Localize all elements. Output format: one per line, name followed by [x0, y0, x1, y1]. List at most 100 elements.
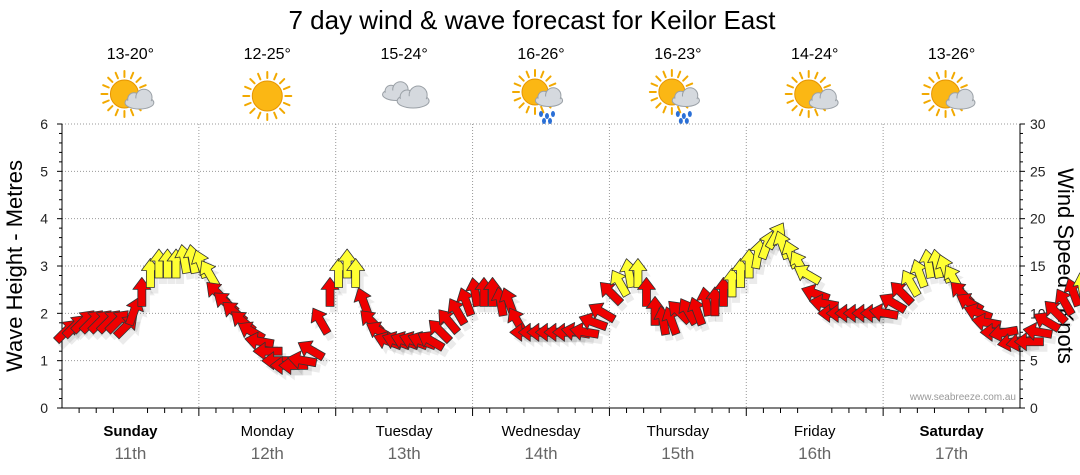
wind-arrow	[637, 276, 656, 307]
rain-drop	[545, 113, 549, 119]
sun-ray	[951, 71, 956, 80]
sun-ray	[282, 101, 291, 107]
date-label-monday: 12th	[251, 444, 284, 463]
cloud-part	[537, 96, 561, 105]
sun-ray	[129, 71, 135, 80]
sun-ray	[107, 105, 114, 112]
date-label-friday: 16th	[798, 444, 831, 463]
wind-arrow	[1022, 322, 1053, 341]
sun-ray	[139, 84, 147, 89]
wind-arrow	[793, 264, 822, 286]
wind-arrow	[1044, 300, 1069, 326]
sun-ray	[791, 76, 798, 83]
y-left-tick-label: 5	[40, 163, 48, 179]
sun-ray	[545, 75, 552, 82]
temperature-tuesday: 15-24°	[380, 46, 427, 63]
sun-ray	[518, 102, 525, 109]
sun-ray	[786, 99, 795, 104]
sun-ray	[814, 108, 819, 117]
cloud-part	[947, 98, 974, 108]
sun-ray	[244, 101, 252, 107]
y-left-tick-label: 6	[40, 116, 48, 132]
sun-ray	[650, 97, 659, 102]
weather-icon-cloudy	[382, 81, 430, 109]
wind-arrow	[438, 309, 461, 335]
temperature-sunday: 13-20°	[107, 46, 154, 63]
weather-icon-showers	[512, 69, 564, 124]
temperature-friday: 14-24°	[791, 46, 838, 63]
day-label-thursday: Thursday	[647, 423, 710, 440]
rain-drop	[539, 111, 543, 117]
weather-icon-showers	[648, 69, 700, 124]
rain-drop	[548, 118, 552, 124]
sun-disc	[251, 80, 283, 112]
sun-ray	[279, 78, 286, 85]
wind-arrow	[287, 350, 318, 370]
wind-arrow	[588, 302, 617, 324]
y-right-tick-label: 15	[1030, 258, 1046, 274]
sun-ray	[685, 82, 694, 87]
temperature-thursday: 16-23°	[654, 46, 701, 63]
sun-ray	[650, 82, 659, 87]
wind-arrow	[599, 281, 624, 307]
cloud-part	[126, 98, 153, 108]
temperature-saturday: 13-26°	[928, 46, 975, 63]
sun-ray	[923, 84, 931, 89]
cloud-part	[673, 96, 698, 105]
y-axis-left-title: Wave Height - Metres	[2, 160, 27, 372]
sun-ray	[823, 84, 831, 89]
sun-ray	[676, 105, 682, 114]
sun-ray	[682, 75, 689, 82]
date-label-saturday: 17th	[935, 444, 968, 463]
sun-ray	[935, 108, 941, 117]
rain-drop	[687, 111, 692, 117]
day-label-wednesday: Wednesday	[502, 423, 581, 440]
day-label-saturday: Saturday	[919, 423, 984, 440]
wind-arrow	[971, 312, 1002, 332]
chart-title: 7 day wind & wave forecast for Keilor Ea…	[288, 5, 776, 35]
weather-icon-partly-cloudy	[784, 70, 839, 118]
sun-ray	[540, 105, 545, 114]
weather-icon-sunny	[242, 71, 293, 121]
cloud-part	[399, 96, 428, 106]
rain-drop	[681, 113, 686, 119]
sun-ray	[257, 72, 262, 81]
day-label-friday: Friday	[794, 423, 836, 440]
wind-arrow	[297, 340, 326, 362]
sun-ray	[525, 70, 530, 79]
sun-ray	[928, 76, 935, 83]
date-label-sunday: 11th	[115, 444, 147, 463]
y-right-tick-label: 5	[1030, 353, 1038, 369]
date-label-tuesday: 13th	[388, 444, 421, 463]
y-right-tick-label: 0	[1030, 400, 1038, 416]
y-left-tick-label: 4	[40, 211, 48, 227]
sun-ray	[928, 105, 935, 112]
cloud-part	[811, 98, 837, 108]
y-right-tick-label: 25	[1030, 163, 1046, 179]
sun-ray	[960, 84, 968, 89]
rain-drop	[678, 118, 683, 124]
sun-ray	[513, 97, 522, 102]
sun-ray	[107, 76, 114, 83]
rain-drop	[542, 118, 546, 124]
sun-ray	[135, 76, 142, 83]
day-label-monday: Monday	[241, 423, 295, 440]
sun-ray	[273, 72, 278, 81]
day-label-sunday: Sunday	[103, 423, 158, 440]
sun-ray	[791, 105, 798, 112]
wind-arrow	[310, 307, 332, 336]
rain-drop	[675, 111, 680, 117]
rain-drop	[551, 111, 555, 117]
sun-ray	[244, 85, 252, 91]
sun-ray	[662, 105, 667, 114]
sun-ray	[923, 99, 931, 104]
wind-arrow	[346, 258, 366, 288]
sun-ray	[814, 71, 819, 80]
sun-ray	[102, 84, 110, 89]
sun-ray	[513, 82, 522, 87]
sun-ray	[662, 70, 667, 79]
sun-ray	[257, 111, 262, 120]
weather-icon-partly-cloudy	[100, 70, 155, 118]
sun-ray	[102, 99, 110, 104]
